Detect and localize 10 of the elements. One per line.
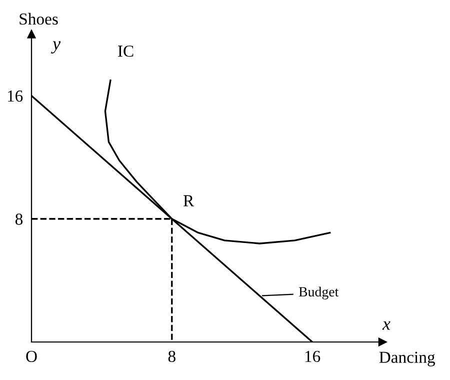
annotation: IC [118,46,134,57]
y-axis-title: Shoes [20,12,58,25]
annotation: R [183,195,194,206]
annotation: y [51,41,61,54]
x-tick-label: O [26,350,37,362]
annotation: x [382,321,390,330]
x-tick-label: 16 [305,350,320,362]
annotation: Budget [298,286,339,300]
x-axis-title: Dancing [379,352,435,366]
x-tick-label: 8 [168,350,176,362]
